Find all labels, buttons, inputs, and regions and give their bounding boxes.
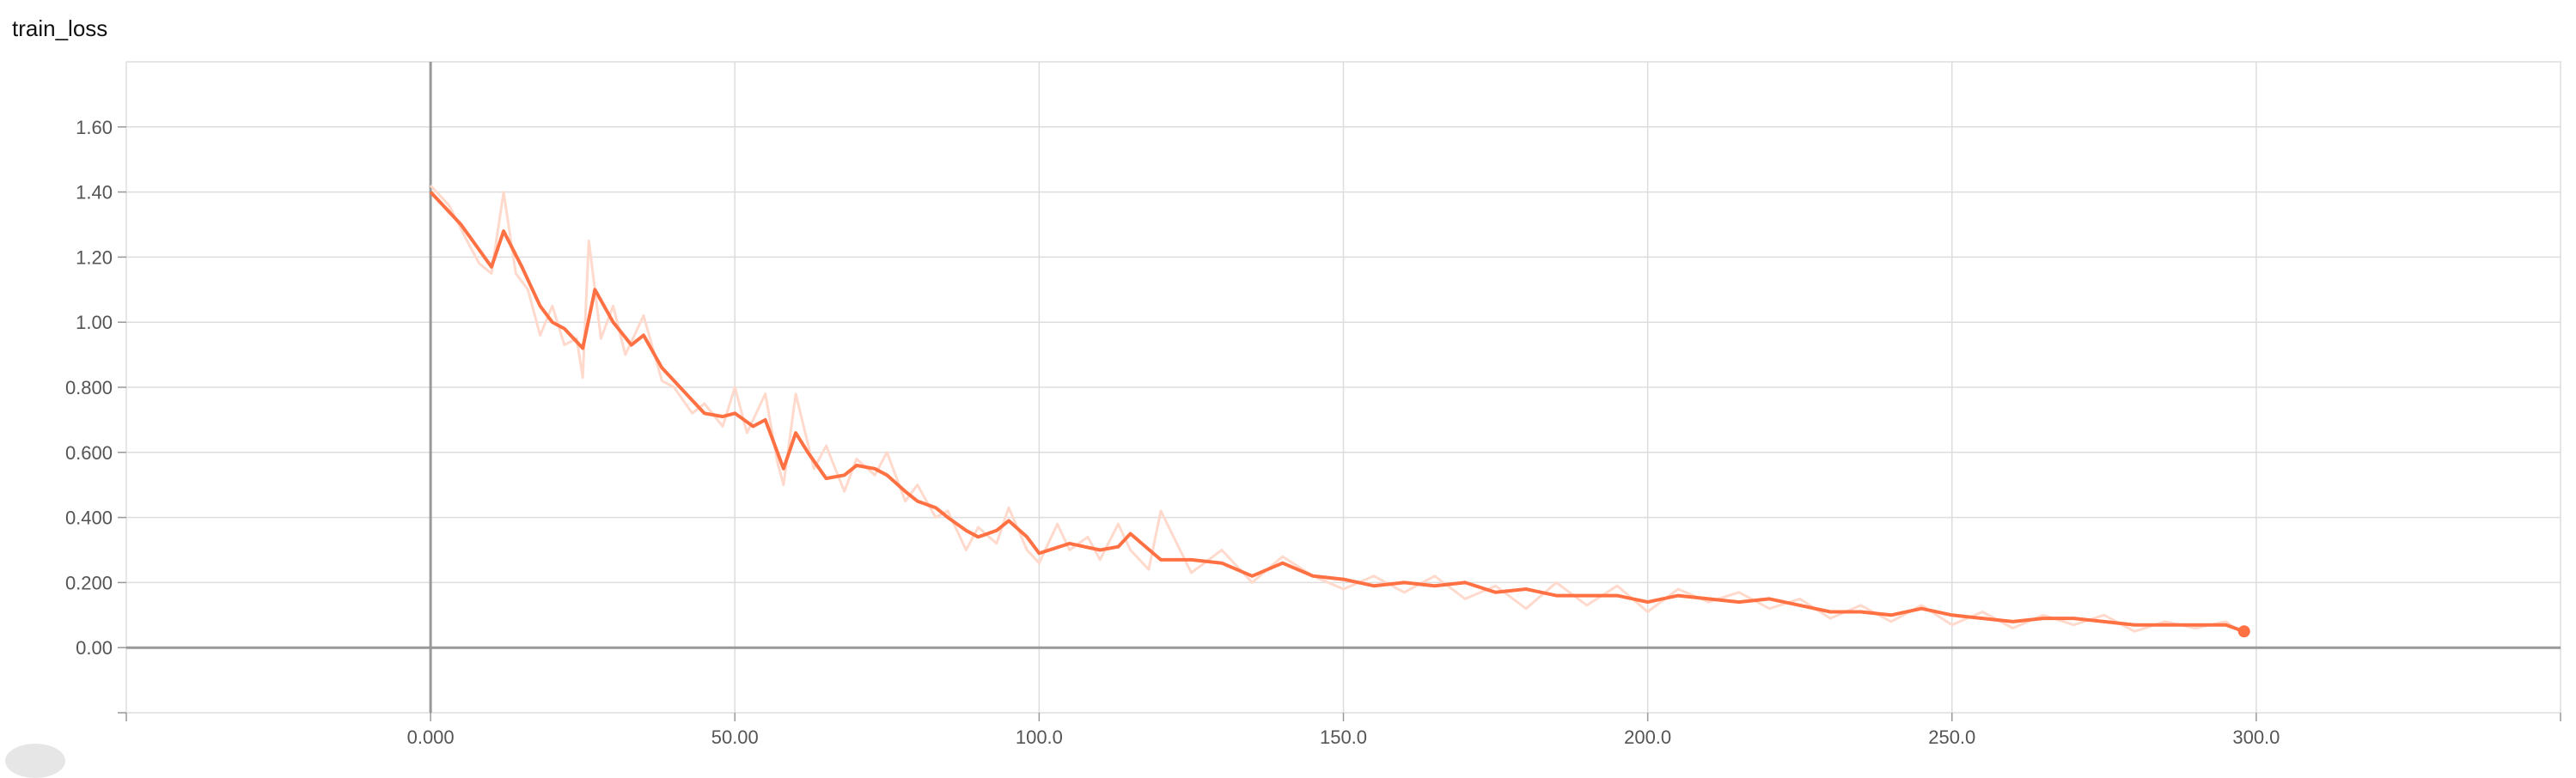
loss-chart: 0.00 0.200 0.400 0.600 0.800 1.00 1.20 1.40 1.60… xyxy=(65,61,2561,748)
y-tick-label: 0.600 xyxy=(65,442,113,464)
x-tick-label: 200.0 xyxy=(1624,726,1671,748)
x-tick-label: 100.0 xyxy=(1016,726,1063,748)
y-tick-label: 0.00 xyxy=(76,637,113,659)
y-tick-label: 0.200 xyxy=(65,572,113,593)
x-tick-label: 300.0 xyxy=(2232,726,2280,748)
y-tick-label: 0.400 xyxy=(65,508,113,529)
last-point-marker xyxy=(2237,625,2250,638)
y-tick-label: 0.800 xyxy=(65,377,113,398)
y-tick-label: 1.00 xyxy=(76,312,113,333)
x-tick-label: 250.0 xyxy=(1928,726,1975,748)
chart-title: train_loss xyxy=(12,15,108,41)
y-tick-label: 1.60 xyxy=(76,117,113,138)
x-tick-label: 50.00 xyxy=(711,726,759,748)
scroll-handle[interactable] xyxy=(5,744,65,778)
x-tick-label: 0.000 xyxy=(407,726,455,748)
y-tick-label: 1.20 xyxy=(76,246,113,268)
x-tick-label: 150.0 xyxy=(1320,726,1367,748)
smoothed-loss-line xyxy=(429,191,2245,634)
y-tick-label: 1.40 xyxy=(76,182,113,204)
